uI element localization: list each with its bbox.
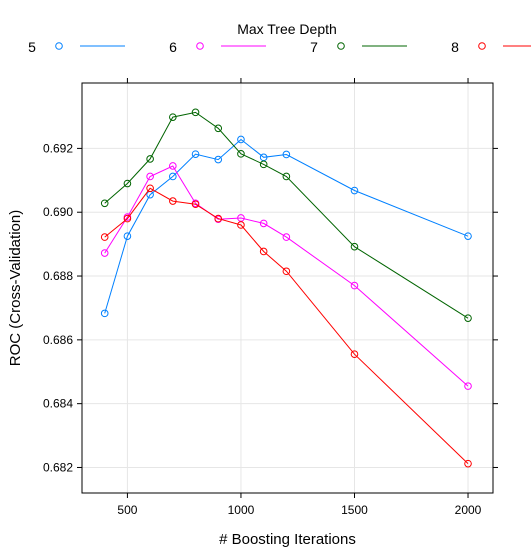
data-point — [282, 233, 291, 241]
legend-item-8: 8 — [451, 39, 531, 55]
series-6 — [100, 162, 472, 390]
data-point — [191, 108, 200, 117]
data-point — [464, 232, 472, 240]
series-line — [104, 165, 469, 387]
data-point — [146, 172, 154, 181]
y-axis-label: ROC (Cross-Validation) — [7, 210, 24, 366]
plot-frame — [81, 82, 494, 494]
legend-title: Max Tree Depth — [237, 21, 337, 37]
data-point — [259, 160, 268, 169]
legend-item-6: 6 — [169, 39, 266, 55]
series-line — [104, 187, 469, 464]
data-point — [169, 162, 177, 170]
x-axis-label: # Boosting Iterations — [219, 531, 356, 548]
y-tick-label: 0.682 — [43, 460, 73, 474]
y-axis: 0.682 0.684 0.686 0.688 0.690 0.692 — [43, 141, 498, 474]
data-point — [237, 150, 245, 158]
data-point — [237, 221, 245, 229]
series-line — [104, 111, 469, 319]
data-point — [214, 214, 223, 223]
y-tick-label: 0.684 — [43, 397, 73, 411]
data-point — [214, 124, 223, 133]
legend: Max Tree Depth 5 6 7 8 — [28, 21, 531, 55]
x-tick-label: 1000 — [228, 503, 255, 517]
legend-label: 7 — [310, 39, 318, 55]
data-point — [123, 179, 132, 188]
data-point — [259, 219, 268, 228]
series-line — [104, 138, 469, 314]
legend-label: 8 — [451, 39, 459, 55]
y-tick-label: 0.690 — [43, 205, 73, 219]
x-tick-label: 2000 — [455, 503, 482, 517]
series-5 — [100, 135, 472, 318]
data-point — [464, 382, 472, 390]
legend-item-7: 7 — [310, 39, 407, 55]
legend-marker — [478, 42, 486, 50]
data-point — [191, 150, 200, 158]
data-point — [259, 247, 268, 256]
data-point — [237, 135, 245, 144]
data-point — [282, 172, 291, 181]
data-point — [350, 186, 359, 195]
data-point — [100, 233, 109, 241]
grid-lines — [82, 83, 493, 493]
data-point — [100, 199, 109, 208]
series-7 — [100, 108, 472, 322]
data-point — [169, 172, 177, 181]
x-tick-label: 1500 — [341, 503, 368, 517]
data-point — [100, 249, 109, 257]
y-tick-label: 0.688 — [43, 269, 73, 283]
data-point — [464, 314, 472, 322]
data-point — [282, 267, 291, 276]
data-point — [169, 113, 177, 121]
data-point — [350, 242, 359, 251]
data-point — [100, 309, 109, 318]
data-point — [214, 155, 223, 164]
data-point — [146, 155, 154, 163]
legend-marker — [196, 42, 204, 50]
legend-label: 5 — [28, 39, 36, 55]
legend-item-5: 5 — [28, 39, 125, 55]
x-axis: 500 1000 1500 2000 — [117, 78, 482, 517]
x-tick-label: 500 — [117, 503, 137, 517]
data-point — [191, 200, 200, 209]
data-point — [123, 232, 132, 240]
data-point — [169, 197, 177, 205]
legend-marker — [55, 42, 63, 50]
y-tick-label: 0.686 — [43, 333, 73, 347]
data-point — [123, 214, 132, 223]
data-point — [350, 281, 359, 290]
data-point — [146, 184, 154, 193]
legend-label: 6 — [169, 39, 177, 55]
data-point — [282, 150, 291, 159]
series-layer — [100, 108, 472, 468]
y-tick-label: 0.692 — [43, 141, 73, 155]
legend-marker — [337, 42, 345, 50]
data-point — [464, 459, 472, 468]
series-8 — [100, 184, 472, 468]
data-point — [350, 350, 359, 359]
